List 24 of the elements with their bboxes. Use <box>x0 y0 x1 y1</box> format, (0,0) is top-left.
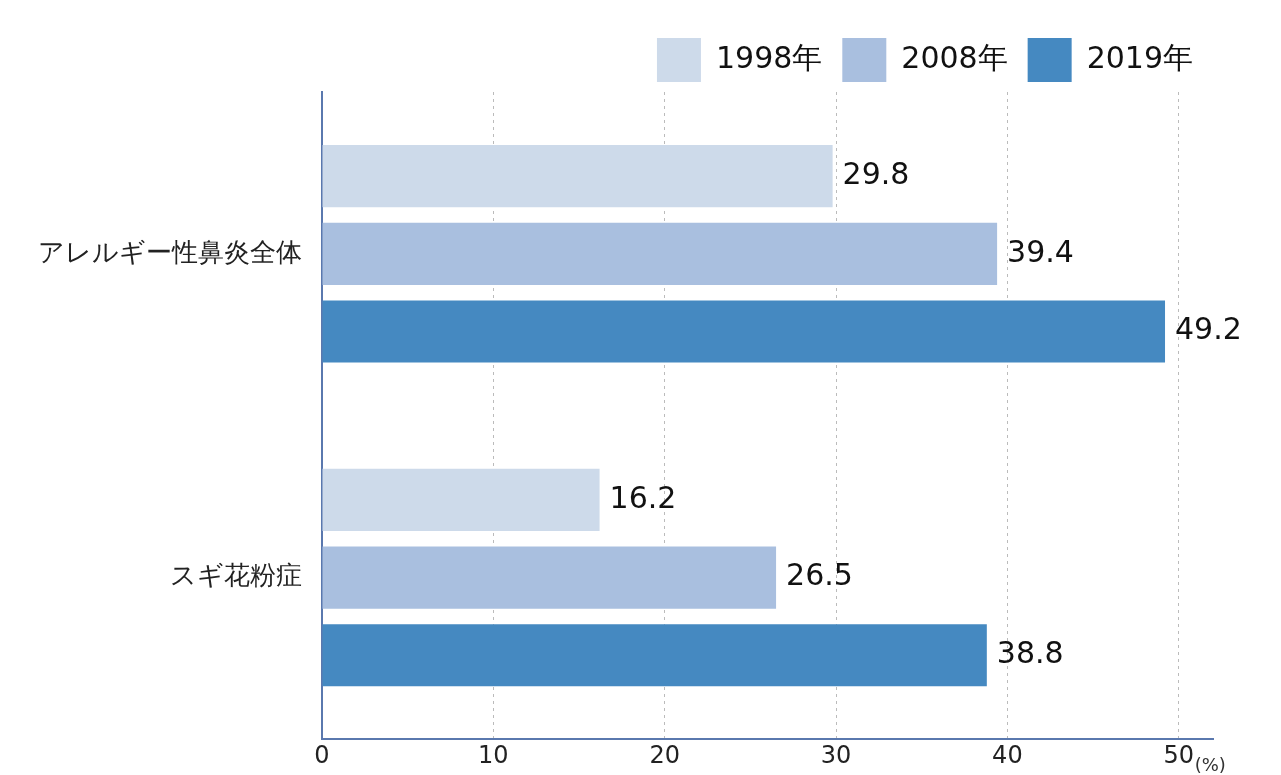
x-tick-label: 30 <box>820 741 852 770</box>
y-tick-label: アレルギー性鼻炎全体 <box>38 236 302 267</box>
x-tick-label: 10 <box>478 741 509 770</box>
bar <box>322 546 777 609</box>
x-tick-label: 20 <box>649 741 680 770</box>
bar <box>322 145 833 208</box>
x-tick-label: 40 <box>992 741 1023 770</box>
data-label: 49.2 <box>1175 311 1242 347</box>
data-label: 39.4 <box>1007 233 1074 269</box>
x-axis-title: (%) <box>1194 753 1226 775</box>
bar <box>322 468 600 531</box>
bar <box>322 624 987 687</box>
data-label: 29.8 <box>842 155 910 191</box>
y-tick-label: スギ花粉症 <box>170 560 302 591</box>
data-label: 16.2 <box>609 479 677 515</box>
legend-label: 1998年 <box>715 39 823 75</box>
legend-label: 2019年 <box>1086 39 1194 75</box>
legend-label: 2008年 <box>901 39 1008 75</box>
bar <box>322 222 998 285</box>
data-label: 26.5 <box>786 557 853 593</box>
bar <box>322 300 1166 363</box>
x-tick-label: 0 <box>314 741 330 770</box>
data-label: 38.8 <box>996 635 1064 671</box>
x-tick-label: 50 <box>1163 741 1194 770</box>
